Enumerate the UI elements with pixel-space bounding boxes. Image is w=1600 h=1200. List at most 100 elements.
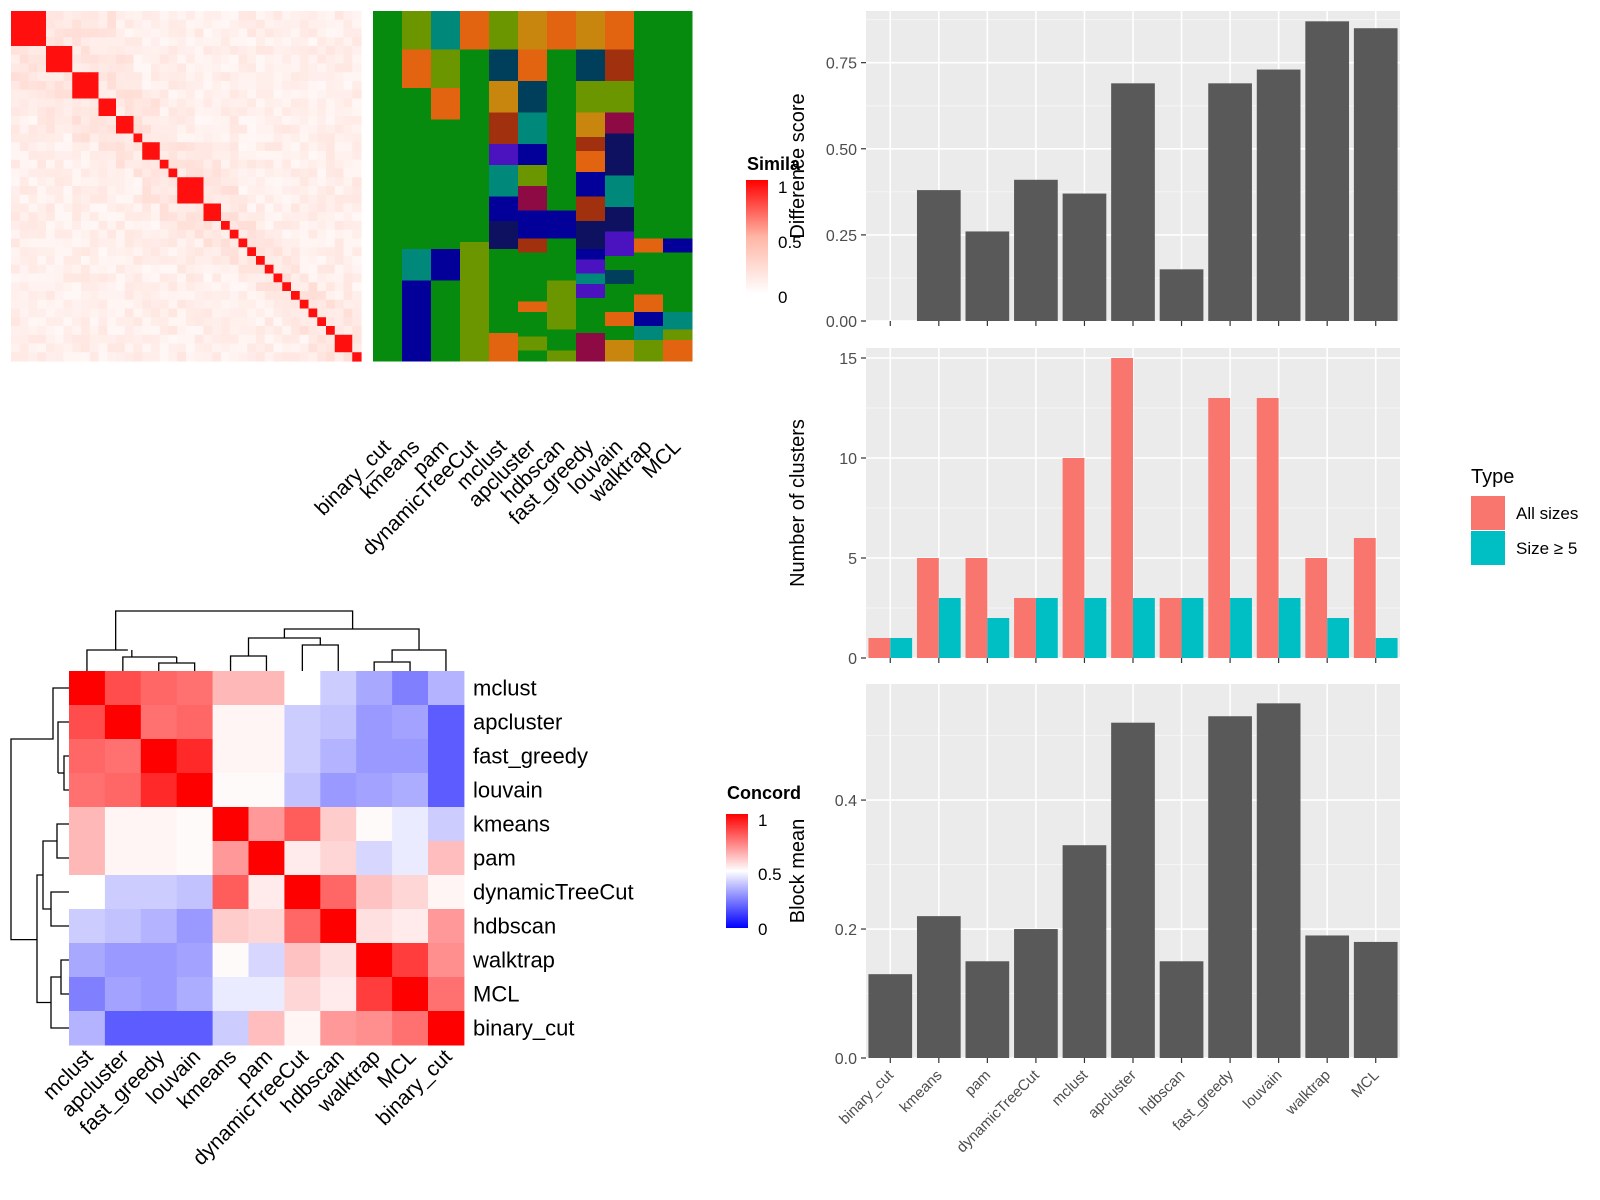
dendrogram-branch	[373, 661, 411, 671]
similarity-cell	[264, 212, 275, 222]
similarity-cell	[256, 194, 266, 205]
similarity-cell	[256, 72, 266, 82]
similarity-cell	[282, 124, 292, 135]
similarity-cell	[308, 264, 318, 275]
similarity-cell	[326, 343, 336, 353]
cluster-assignment-cell	[605, 207, 635, 232]
similarity-cell	[46, 168, 56, 178]
similarity-cell	[194, 282, 205, 292]
concordance-cell	[284, 773, 321, 808]
similarity-cell	[334, 334, 345, 345]
similarity-cell	[238, 194, 248, 205]
similarity-cell	[37, 212, 47, 222]
similarity-cell	[229, 28, 240, 38]
similarity-cell	[186, 299, 196, 310]
similarity-cell	[186, 142, 196, 152]
similarity-cell	[19, 273, 30, 283]
similarity-cell	[334, 151, 345, 161]
similarity-cell	[317, 299, 327, 310]
similarity-cell	[221, 37, 231, 47]
similarity-cell	[238, 28, 248, 38]
similarity-cell	[28, 194, 38, 205]
similarity-cell	[89, 28, 100, 38]
similarity-cell	[151, 343, 161, 353]
similarity-cell	[326, 282, 336, 292]
similarity-cell	[11, 352, 21, 362]
similarity-cell	[264, 142, 275, 152]
similarity-cell	[177, 89, 187, 100]
similarity-cell	[46, 229, 56, 240]
similarity-cell	[63, 229, 73, 240]
similarity-cell	[89, 133, 100, 143]
cluster-method-labels: binary_cutkmeanspamdynamicTreeCutmclusta…	[311, 435, 686, 560]
similarity-cell	[116, 264, 126, 275]
similarity-cell	[273, 308, 283, 318]
similarity-cell	[46, 19, 56, 30]
similarity-cell	[89, 334, 100, 345]
similarity-cell	[247, 256, 257, 266]
concordance-cell	[176, 875, 214, 910]
similarity-cell	[291, 291, 301, 301]
similarity-cell	[11, 116, 21, 126]
concordance-cell	[248, 671, 285, 706]
similarity-cell	[343, 326, 353, 336]
similarity-cell	[46, 177, 56, 187]
similarity-cell	[142, 28, 152, 38]
similarity-cell	[19, 98, 30, 108]
similarity-cell	[203, 317, 213, 327]
similarity-cell	[238, 63, 248, 73]
concordance-cell	[320, 1011, 357, 1046]
similarity-cell	[107, 28, 117, 38]
similarity-cell	[291, 238, 301, 248]
concordance-cell	[356, 909, 393, 944]
similarity-cell	[334, 247, 345, 257]
concordance-cell	[428, 875, 465, 910]
similarity-cell	[98, 54, 108, 65]
similarity-cell	[282, 98, 292, 108]
similarity-cell	[46, 256, 56, 266]
similarity-cell	[256, 291, 266, 301]
y-tick-label: 0.0	[835, 1051, 857, 1068]
similarity-cell	[221, 133, 231, 143]
bar	[1062, 845, 1107, 1058]
similarity-cell	[334, 142, 345, 152]
similarity-cell	[229, 247, 240, 257]
cluster-assignment-cell	[489, 221, 519, 250]
similarity-cell	[334, 194, 345, 205]
concordance-cell	[104, 909, 142, 944]
similarity-cell	[81, 203, 91, 213]
concordance-cell	[428, 773, 465, 808]
concordance-row-label: mclust	[473, 675, 537, 700]
similarity-cell	[46, 343, 56, 353]
similarity-cell	[28, 142, 38, 152]
similarity-cell	[299, 317, 310, 327]
similarity-cell	[107, 238, 117, 248]
similarity-cell	[317, 238, 327, 248]
similarity-cell	[203, 159, 213, 170]
dendrogram-branch	[86, 649, 128, 671]
similarity-cell	[28, 124, 38, 135]
similarity-cell	[107, 177, 117, 187]
similarity-cell	[124, 229, 135, 240]
similarity-cell	[326, 46, 336, 56]
similarity-cell	[308, 238, 318, 248]
concordance-cell	[248, 841, 285, 876]
similarity-cell	[326, 81, 336, 91]
similarity-cell	[142, 299, 152, 310]
dendrogram-branch	[122, 656, 177, 671]
similarity-cell	[72, 133, 82, 143]
concordance-cell	[356, 773, 393, 808]
similarity-cell	[72, 212, 82, 222]
similarity-cell	[28, 89, 38, 100]
concordance-cell	[392, 807, 429, 842]
similarity-cell	[326, 37, 336, 47]
similarity-cell	[256, 256, 266, 266]
concordance-cell	[69, 841, 106, 876]
similarity-cell	[238, 124, 248, 135]
similarity-cell	[159, 54, 170, 65]
similarity-cell	[186, 54, 196, 65]
similarity-cell	[63, 264, 73, 275]
similarity-cell	[177, 317, 187, 327]
cluster-assignment-cell	[576, 172, 606, 197]
similarity-cell	[151, 168, 161, 178]
